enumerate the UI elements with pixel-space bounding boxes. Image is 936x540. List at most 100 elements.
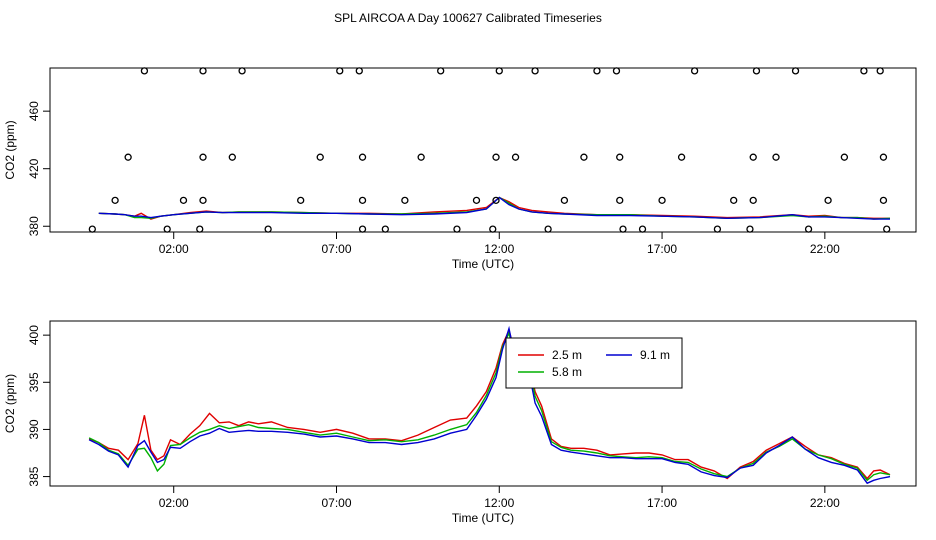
scatter-point: [453, 225, 461, 233]
top-scatter-points: [88, 67, 891, 233]
scatter-point: [111, 196, 119, 205]
top-x-tick-label: 07:00: [321, 242, 351, 256]
scatter-point: [228, 153, 236, 161]
scatter-point: [860, 67, 868, 75]
scatter-point: [752, 67, 761, 75]
scatter-point: [593, 67, 601, 75]
bottom-x-tick-label: 17:00: [647, 496, 677, 510]
scatter-point: [690, 67, 699, 75]
scatter-point: [730, 196, 738, 205]
scatter-point: [199, 67, 207, 75]
scatter-point: [199, 153, 207, 161]
top-panel: 02:00 07:00 12:00 17:00 22:00 380 420 460 Time…: [3, 67, 917, 271]
top-y-axis-label: CO2 (ppm): [3, 120, 17, 179]
top-series-lines: [98, 196, 891, 220]
scatter-point: [124, 153, 132, 161]
scatter-point: [638, 225, 647, 233]
scatter-point: [612, 67, 621, 75]
bottom-plot-frame: [49, 320, 917, 487]
scatter-point: [401, 196, 409, 205]
scatter-point: [472, 196, 481, 205]
top-y-tick-label: 420: [27, 158, 41, 178]
top-plot-frame: [49, 67, 917, 233]
top-y-tick-label: 460: [27, 101, 41, 121]
top-y-tick-label: 380: [27, 216, 41, 236]
scatter-point: [336, 67, 344, 75]
top-x-tick-label: 12:00: [484, 242, 514, 256]
scatter-point: [199, 196, 207, 205]
scatter-point: [824, 196, 832, 205]
scatter-point: [791, 67, 800, 75]
scatter-point: [616, 196, 624, 205]
scatter-point: [746, 225, 754, 233]
scatter-point: [804, 225, 813, 233]
scatter-point: [88, 225, 96, 233]
chart-title: SPL AIRCOA A Day 100627 Calibrated Times…: [334, 11, 602, 25]
scatter-point: [883, 225, 891, 233]
bottom-x-tick-label: 07:00: [321, 496, 351, 510]
scatter-point: [658, 196, 666, 205]
scatter-point: [580, 153, 588, 161]
legend-box: [505, 337, 683, 389]
scatter-point: [879, 153, 888, 161]
top-series-2-5-m: [98, 196, 890, 220]
bottom-x-axis-label: Time (UTC): [452, 511, 514, 525]
top-x-axis: 02:00 07:00 12:00 17:00 22:00: [159, 232, 840, 256]
scatter-point: [560, 196, 569, 205]
bottom-x-axis: 02:00 07:00 12:00 17:00 22:00: [159, 486, 840, 510]
scatter-point: [358, 196, 367, 205]
legend: 2.5 m 9.1 m 5.8 m: [505, 337, 683, 389]
scatter-point: [544, 225, 552, 233]
top-x-tick-label: 17:00: [647, 242, 677, 256]
bottom-x-tick-label: 12:00: [484, 496, 514, 510]
bottom-y-tick-label: 390: [27, 419, 41, 439]
legend-label-2-5m: 2.5 m: [552, 348, 582, 362]
bottom-x-tick-label: 02:00: [159, 496, 189, 510]
scatter-point: [316, 153, 324, 161]
scatter-point: [840, 153, 849, 161]
scatter-point: [616, 153, 624, 161]
bottom-y-tick-label: 400: [27, 325, 41, 345]
scatter-point: [492, 153, 500, 161]
top-x-tick-label: 02:00: [159, 242, 189, 256]
scatter-point: [619, 225, 627, 233]
scatter-point: [179, 196, 188, 205]
scatter-point: [417, 153, 425, 161]
top-series-9-1-m: [98, 196, 890, 220]
bottom-panel: 02:00 07:00 12:00 17:00 22:00 385 390 395 400 T…: [3, 320, 917, 525]
scatter-point: [297, 196, 305, 205]
scatter-point: [489, 225, 497, 233]
legend-label-9-1m: 9.1 m: [640, 348, 670, 362]
scatter-point: [140, 67, 149, 75]
bottom-y-axis-label: CO2 (ppm): [3, 374, 17, 433]
scatter-point: [713, 225, 722, 233]
bottom-series-lines: [88, 325, 891, 485]
scatter-point: [749, 153, 757, 161]
top-y-axis: 380 420 460: [27, 101, 50, 236]
scatter-point: [749, 196, 757, 205]
scatter-point: [381, 225, 389, 233]
scatter-point: [264, 225, 272, 233]
scatter-point: [876, 67, 884, 75]
bottom-series-9-1-m: [88, 325, 891, 485]
scatter-point: [355, 67, 363, 75]
bottom-y-tick-label: 385: [27, 466, 41, 486]
top-x-axis-label: Time (UTC): [452, 257, 514, 271]
scatter-point: [495, 67, 503, 75]
bottom-x-tick-label: 22:00: [810, 496, 840, 510]
scatter-point: [531, 67, 539, 75]
legend-label-5-8m: 5.8 m: [552, 365, 582, 379]
bottom-y-axis: 385 390 395 400: [27, 325, 50, 487]
scatter-point: [437, 67, 445, 75]
bottom-series-2-5-m: [88, 328, 891, 480]
scatter-point: [677, 153, 686, 161]
scatter-point: [196, 225, 204, 233]
bottom-y-tick-label: 395: [27, 372, 41, 392]
scatter-point: [238, 67, 246, 75]
scatter-point: [492, 196, 500, 205]
scatter-point: [358, 153, 367, 161]
bottom-series-5-8-m: [88, 331, 891, 482]
top-x-tick-label: 22:00: [810, 242, 840, 256]
scatter-point: [879, 196, 888, 205]
